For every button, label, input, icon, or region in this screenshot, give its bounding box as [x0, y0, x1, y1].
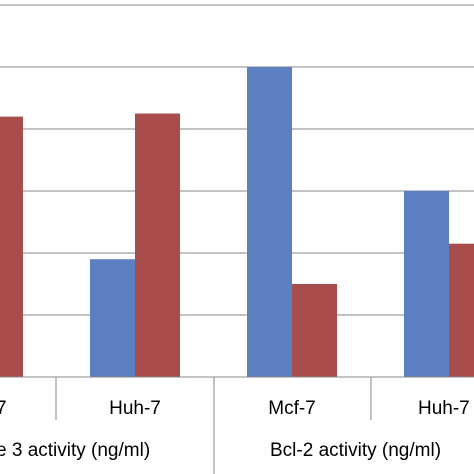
group-label-caspase: e 3 activity (ng/ml)	[0, 440, 150, 461]
category-label-mcf7-bcl2: Mcf-7	[268, 398, 316, 419]
bar-caspase-huh7-series-2	[135, 113, 180, 377]
x-axis	[0, 376, 474, 474]
category-label-huh7-caspase: Huh-7	[109, 398, 161, 419]
gridlines	[0, 4, 474, 316]
bar-caspase-huh7-series-1	[90, 259, 135, 377]
category-label-huh7-bcl2: Huh-7	[418, 398, 470, 419]
axis-labels: 7 Huh-7 Mcf-7 Huh-7 e 3 activity (ng/ml)…	[0, 398, 470, 461]
category-label-mcf7-caspase: 7	[0, 398, 7, 419]
bars	[0, 67, 474, 377]
bar-bcl2-huh7-series-2	[449, 243, 474, 377]
group-label-bcl2: Bcl-2 activity (ng/ml)	[270, 440, 441, 461]
bar-bcl2-huh7-series-1	[404, 191, 449, 377]
bar-bcl2-mcf7-series-2	[292, 284, 337, 377]
bar-bcl2-mcf7-series-1	[247, 67, 292, 377]
bar-caspase-mcf7-series-2	[0, 116, 23, 377]
